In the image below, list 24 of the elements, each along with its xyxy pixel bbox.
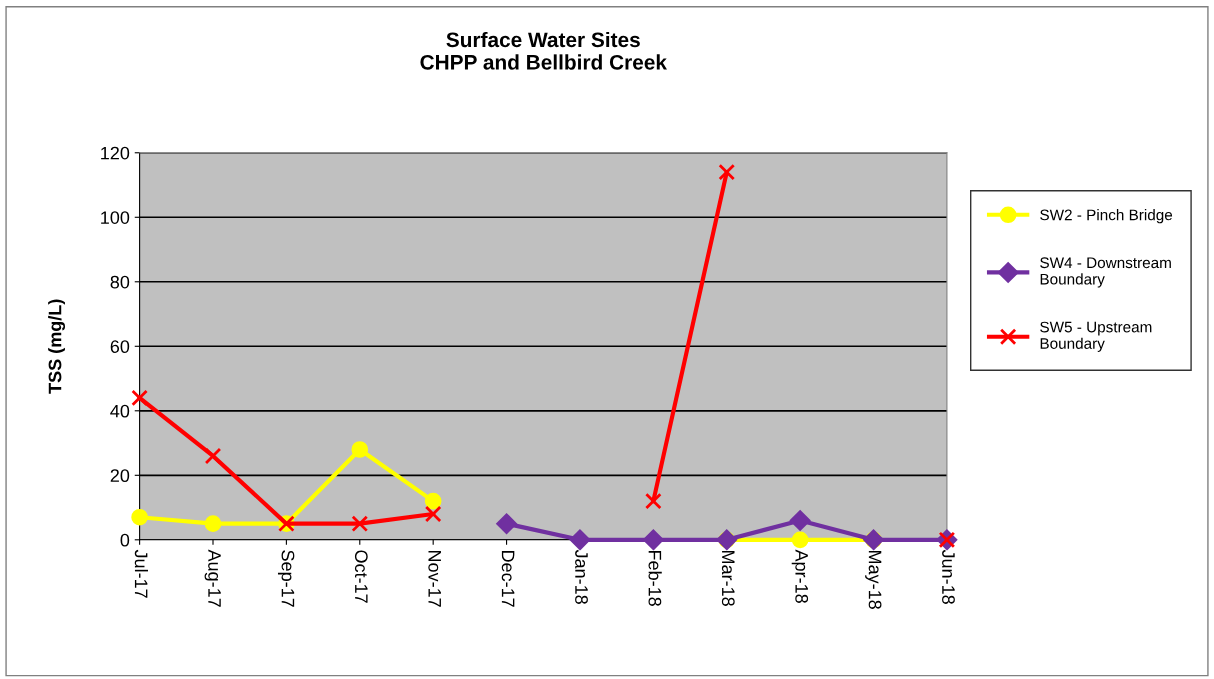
x-tick-label: Jan-18	[575, 549, 588, 604]
x-tick-label: Dec-17	[501, 551, 515, 607]
y-tick-label: 100	[101, 211, 130, 224]
chart-title: Surface Water Sites CHPP and Bellbird Creek	[420, 31, 667, 70]
legend-label: SW5 - Upstream Boundary	[1040, 321, 1152, 352]
y-tick-label: 0	[120, 533, 130, 547]
y-tick-label: 60	[110, 340, 130, 354]
x-tick-label: Nov-17	[428, 551, 441, 607]
legend-label: SW2 - Pinch Bridge	[1040, 209, 1173, 224]
x-tick-label: Apr-18	[791, 549, 809, 603]
x-tick-label: Jul-17	[134, 549, 149, 598]
y-tick-label: 40	[110, 404, 130, 418]
x-tick-label: Oct-17	[354, 550, 368, 603]
x-tick-label: Sep-17	[277, 550, 295, 607]
legend-label: SW4 - Downstream Boundary	[1040, 257, 1171, 288]
x-tick-label: Jun-18	[942, 549, 955, 604]
y-tick-label: 20	[110, 469, 130, 483]
y-tick-label: 120	[101, 146, 130, 160]
x-tick-label: Feb-18	[648, 551, 662, 606]
y-tick-label: 80	[110, 275, 130, 289]
y-axis-title: TSS (mg/L)	[48, 299, 66, 394]
x-tick-label: May-18	[865, 551, 882, 609]
x-tick-label: Aug-17	[204, 549, 221, 607]
x-tick-label: Mar-18	[721, 551, 735, 606]
